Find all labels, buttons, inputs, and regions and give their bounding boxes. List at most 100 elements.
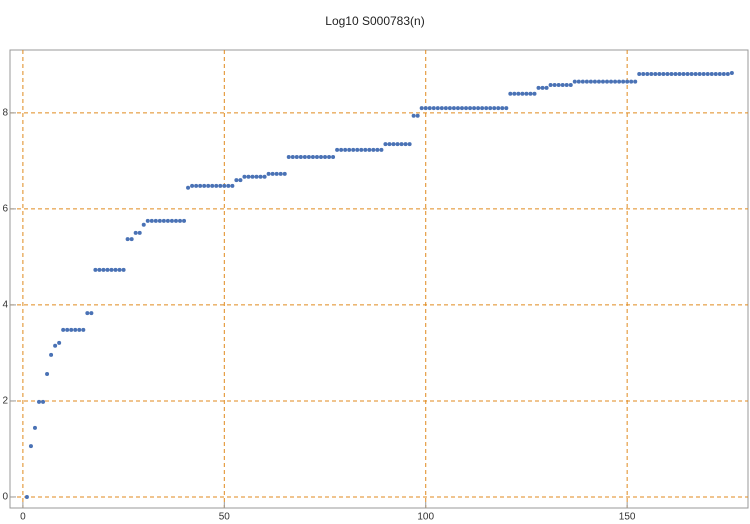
point (689, 72, 694, 77)
point (588, 79, 593, 84)
point (657, 72, 662, 77)
point (214, 183, 219, 188)
point (367, 147, 372, 152)
point (423, 106, 428, 111)
point (524, 91, 529, 96)
point (512, 91, 517, 96)
point (169, 218, 174, 223)
y-tick-label: 6 (2, 204, 8, 215)
point (633, 79, 638, 84)
point (101, 267, 106, 272)
point (242, 174, 247, 179)
point (721, 72, 726, 77)
point (105, 267, 110, 272)
point (451, 106, 456, 111)
point (157, 218, 162, 223)
point (109, 267, 114, 272)
point (77, 327, 82, 332)
point (41, 399, 46, 404)
point (532, 91, 537, 96)
point (556, 83, 561, 88)
point (596, 79, 601, 84)
point (584, 79, 589, 84)
point (629, 79, 634, 84)
point (206, 183, 211, 188)
point (693, 72, 698, 77)
point (459, 106, 464, 111)
point (129, 237, 134, 242)
point (262, 174, 267, 179)
point (661, 72, 666, 77)
point (274, 171, 279, 176)
point (617, 79, 622, 84)
point (266, 171, 271, 176)
point (190, 183, 195, 188)
point (125, 237, 130, 242)
point (198, 183, 203, 188)
point (177, 218, 182, 223)
point (455, 106, 460, 111)
point (536, 85, 541, 90)
point (713, 72, 718, 77)
point (32, 425, 37, 430)
point (492, 106, 497, 111)
point (133, 230, 138, 235)
point (65, 327, 70, 332)
point (548, 83, 553, 88)
point (45, 372, 50, 377)
point (613, 79, 618, 84)
point (335, 147, 340, 152)
point (411, 113, 416, 118)
point (592, 79, 597, 84)
point (725, 72, 730, 77)
point (97, 267, 102, 272)
point (37, 399, 42, 404)
point (53, 343, 58, 348)
point (222, 183, 227, 188)
point (298, 155, 303, 160)
point (431, 106, 436, 111)
point (202, 183, 207, 188)
point (141, 222, 146, 227)
point (254, 174, 259, 179)
point (57, 340, 62, 345)
point (278, 171, 283, 176)
point (705, 72, 710, 77)
point (649, 72, 654, 77)
y-tick-label: 8 (2, 108, 8, 119)
point (391, 142, 396, 147)
point (153, 218, 158, 223)
chart-title: Log10 S000783(n) (325, 14, 424, 28)
y-tick-label: 0 (2, 492, 8, 503)
point (234, 178, 239, 183)
point (665, 72, 670, 77)
point (677, 72, 682, 77)
point (419, 106, 424, 111)
point (669, 72, 674, 77)
point (246, 174, 251, 179)
point (480, 106, 485, 111)
point (729, 71, 734, 76)
point (182, 218, 187, 223)
point (605, 79, 610, 84)
point (28, 444, 33, 449)
point (363, 147, 368, 152)
point (395, 142, 400, 147)
point (685, 72, 690, 77)
point (89, 311, 94, 316)
x-tick-label: 0 (20, 512, 26, 523)
point (540, 85, 545, 90)
point (625, 79, 630, 84)
point (496, 106, 501, 111)
point (117, 267, 122, 272)
point (621, 79, 626, 84)
point (447, 106, 452, 111)
point (371, 147, 376, 152)
point (681, 72, 686, 77)
point (165, 218, 170, 223)
point (427, 106, 432, 111)
point (238, 178, 243, 183)
point (472, 106, 477, 111)
point (306, 155, 311, 160)
point (468, 106, 473, 111)
